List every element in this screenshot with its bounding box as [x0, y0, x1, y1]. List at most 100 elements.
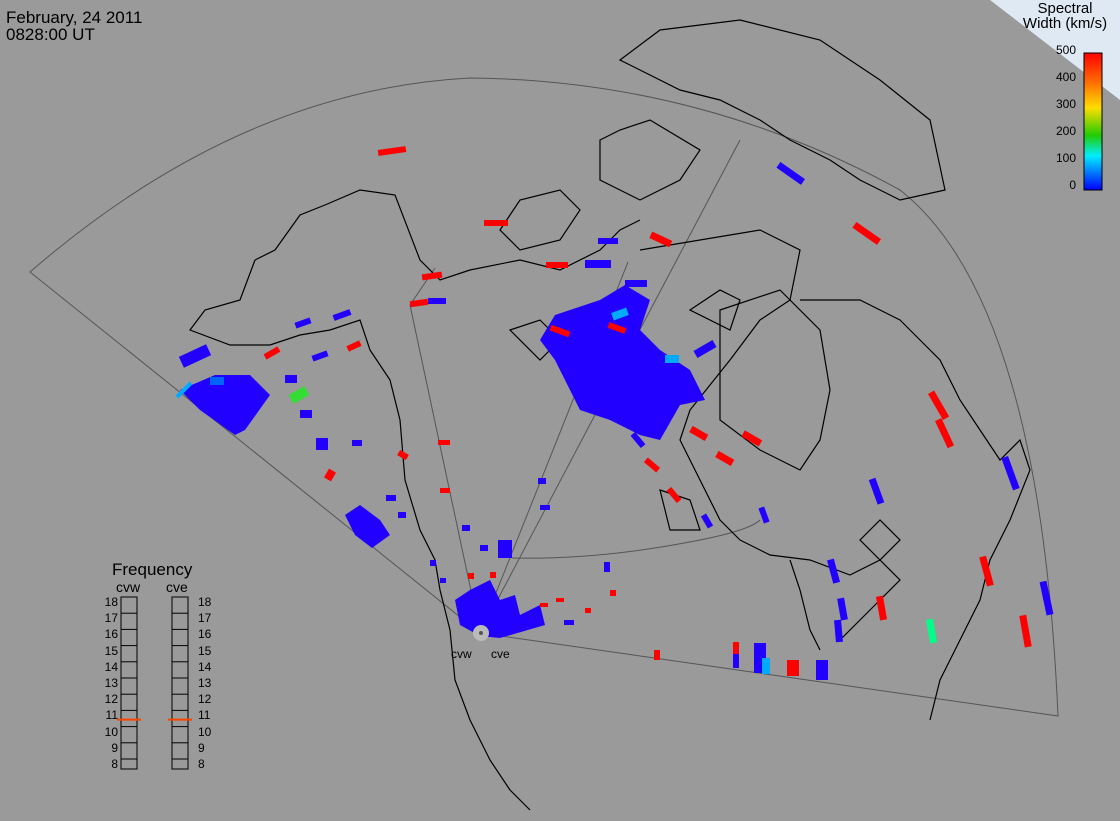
- frequency-number-cve: 16: [198, 627, 212, 642]
- echo-cell: [430, 560, 436, 566]
- header-timestamp: February, 24 2011 0828:00 UT: [6, 9, 142, 43]
- frequency-number-cvw: 17: [104, 611, 118, 626]
- colorbar-tick-label: 100: [1055, 151, 1076, 165]
- frequency-number-cvw: 9: [111, 740, 118, 755]
- echo-cell: [630, 431, 646, 449]
- echo-cell: [654, 650, 660, 660]
- echo-cell: [490, 572, 496, 578]
- echo-cell: [263, 346, 281, 360]
- frequency-number-cvw: 15: [104, 643, 118, 658]
- echo-cell: [816, 660, 828, 680]
- echo-cluster-near-radar: [455, 580, 545, 638]
- frequency-number-cve: 18: [198, 595, 212, 609]
- cvw-label: cvw: [116, 579, 141, 595]
- frequency-number-cvw: 12: [104, 692, 118, 707]
- echo-cell: [693, 340, 717, 358]
- echo-cell: [852, 221, 882, 245]
- echo-cell: [377, 146, 407, 156]
- echo-cell: [546, 262, 568, 268]
- echo-cell: [875, 595, 888, 621]
- echo-cell: [607, 322, 627, 334]
- echo-cell: [175, 381, 193, 399]
- echo-cell: [468, 573, 474, 579]
- coastlines: [189, 19, 1031, 811]
- echo-cell: [834, 619, 843, 643]
- echo-cell: [285, 375, 297, 383]
- echo-cell: [741, 430, 763, 447]
- echo-cell: [438, 440, 450, 445]
- echo-cell: [440, 578, 446, 583]
- echo-cell: [178, 344, 212, 368]
- echo-cell: [928, 390, 950, 420]
- echo-cell: [428, 298, 446, 304]
- radar-echoes: [175, 146, 1054, 680]
- colorbar-tick-label: 400: [1055, 70, 1076, 84]
- echo-cell: [332, 309, 352, 321]
- echo-cell: [935, 418, 955, 449]
- radar-label-west: cvw: [451, 647, 472, 661]
- echo-cell: [604, 562, 610, 572]
- echo-cell: [625, 280, 647, 287]
- time-label: 0828:00 UT: [6, 25, 95, 44]
- echo-cell: [311, 350, 329, 362]
- radar-site-center: [479, 631, 483, 635]
- frequency-number-cvw: 16: [104, 627, 118, 642]
- colorbar-title-line1: Spectral: [1037, 0, 1093, 17]
- echo-cluster-alaska: [180, 375, 270, 435]
- frequency-number-cve: 17: [198, 611, 212, 626]
- echo-cell: [288, 386, 310, 404]
- colorbar-tick-label: 300: [1055, 97, 1076, 111]
- echo-cell: [440, 488, 450, 493]
- frequency-grid: [121, 612, 188, 760]
- frequency-number-cvw: 13: [104, 676, 118, 690]
- frequency-scale-cve: [171, 596, 189, 770]
- echo-cell: [598, 238, 618, 244]
- frequency-number-cve: 9: [198, 740, 205, 755]
- echo-cell: [484, 220, 508, 226]
- echo-cluster-central: [540, 285, 705, 440]
- echo-cell: [733, 642, 739, 654]
- colorbar-tick-label: 200: [1055, 124, 1076, 138]
- echo-cell: [538, 478, 546, 484]
- frequency-number-cve: 14: [198, 659, 212, 674]
- frequency-number-cve: 15: [198, 643, 212, 658]
- frequency-title: Frequency: [112, 560, 193, 579]
- frequency-scale-cvw: [120, 596, 138, 770]
- colorbar-tick-label: 500: [1055, 43, 1076, 57]
- echo-cell: [700, 513, 714, 529]
- echo-cell: [585, 260, 611, 268]
- echo-cell: [787, 660, 799, 676]
- echo-cell: [665, 355, 679, 363]
- echo-cell: [649, 231, 673, 248]
- frequency-number-cve: 12: [198, 692, 212, 707]
- frequency-number-cvw: 14: [104, 659, 118, 674]
- echo-cell: [346, 340, 362, 352]
- colorbar-title-line2: Width (km/s): [1022, 15, 1108, 32]
- echo-cell: [666, 486, 682, 504]
- echo-cell: [398, 512, 406, 518]
- colorbar-title: Spectral Width (km/s): [1015, 1, 1115, 31]
- echo-cell: [733, 642, 739, 668]
- echo-cell: [1039, 580, 1054, 616]
- echo-cell: [1001, 455, 1020, 491]
- echo-cell: [294, 317, 312, 329]
- echo-cell: [689, 425, 709, 441]
- echo-cell: [758, 506, 770, 524]
- echo-cell: [421, 271, 443, 281]
- echo-cell: [498, 540, 512, 558]
- echo-cell: [868, 477, 885, 505]
- colorbar-tick-label: 0: [1069, 178, 1076, 192]
- echo-cell: [397, 449, 409, 461]
- frequency-number-cve: 11: [198, 708, 211, 723]
- echo-cell: [611, 307, 629, 321]
- echo-cell: [715, 450, 735, 466]
- echo-cell: [480, 545, 488, 551]
- echo-cell: [564, 620, 574, 625]
- frequency-number-cvw: 11: [105, 708, 118, 723]
- radar-label-east: cve: [491, 647, 510, 661]
- frequency-number-cve: 10: [198, 724, 212, 739]
- echo-cell: [610, 590, 616, 596]
- frequency-number-cvw: 10: [104, 724, 118, 739]
- echo-cell: [300, 410, 312, 418]
